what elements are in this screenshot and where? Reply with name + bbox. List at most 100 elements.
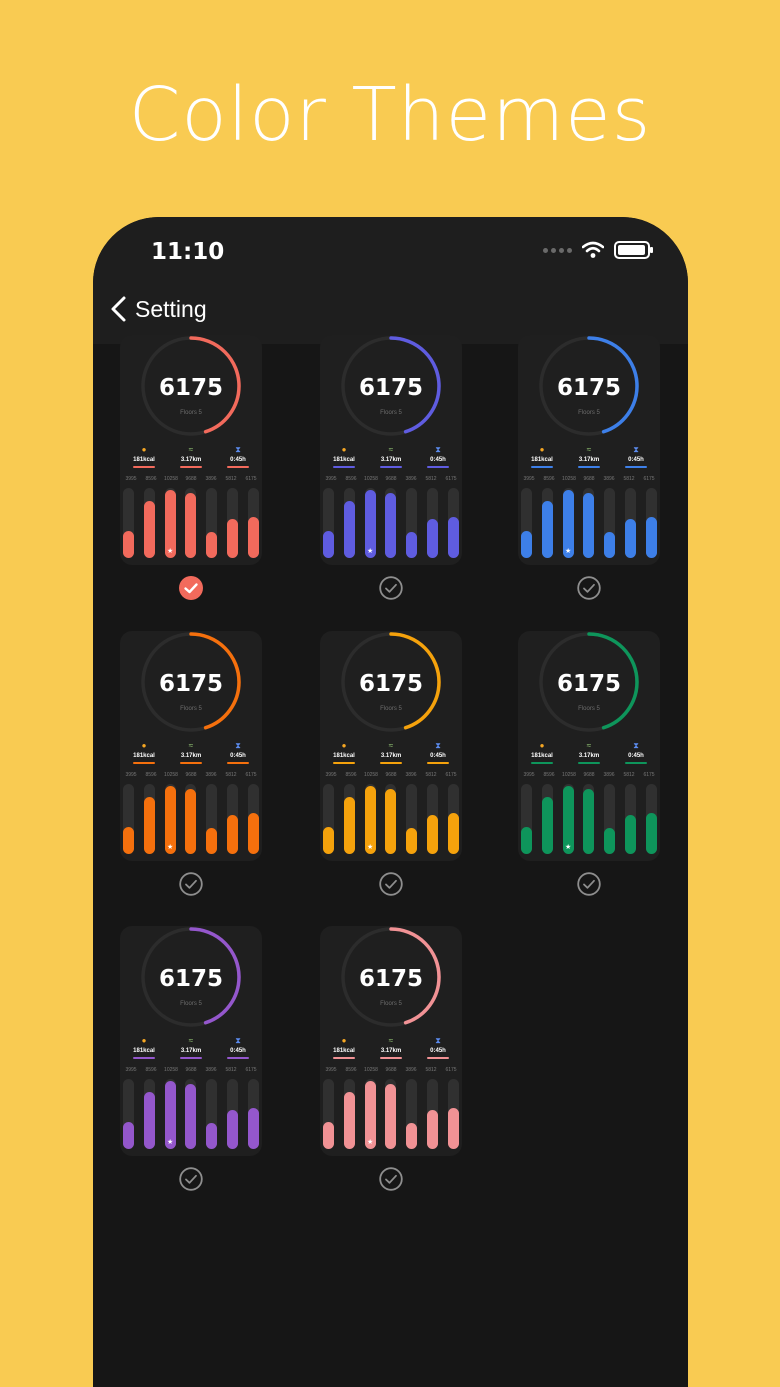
distance-value: 3.17km [380,457,402,463]
chart-tick-label: 9688 [185,476,197,482]
chart-tick-label: 10258 [164,1067,178,1073]
chart-tick-labels: 3995 8596 10258 9688 3896 5812 6175 [322,476,460,482]
duration-stat: ⧗ 0:45h [219,741,257,764]
theme-option-purple[interactable]: 6175 Floors 5 ● 181kcal ≈3.17km ⧗ 0:45h 3995 859… [120,926,262,1191]
chart-tick-label: 5812 [425,772,437,778]
progress-ring [341,336,441,436]
chart-bar [604,488,616,558]
chart-bar [385,488,397,558]
back-button[interactable]: Setting [109,295,207,323]
theme-option-pink[interactable]: 6175 Floors 5 ● 181kcal ≈3.17km ⧗ 0:45h 3995 859… [320,926,462,1191]
check-unselected-icon[interactable] [379,576,403,600]
chart-tick-label: 3896 [603,772,615,778]
nav-title: Setting [135,295,207,322]
chart-bar [227,1079,239,1149]
steps-value: 6175 [158,966,223,992]
calories-value: 181kcal [133,1048,155,1054]
theme-option-amber[interactable]: 6175 Floors 5 ● 181kcal ≈3.17km ⧗ 0:45h 3995 859… [320,631,462,896]
chart-bar-fill [247,1108,259,1149]
check-selected-icon[interactable] [179,576,203,600]
chart-tick-label: 5812 [225,1067,237,1073]
chart-bar [343,488,355,558]
chart-bar [247,488,259,558]
flame-icon: ● [341,741,347,750]
chart-tick-label: 3995 [125,476,137,482]
chart-bar [343,1079,355,1149]
chart-tick-label: 8596 [145,772,157,778]
floors-label: Floors 5 [380,706,402,712]
chart-bar [645,784,657,854]
floors-label: Floors 5 [180,410,202,416]
theme-option-green[interactable]: 6175 Floors 5 ● 181kcal ≈3.17km ⧗ 0:45h 3995 859… [518,631,660,896]
flame-icon: ● [341,1036,347,1045]
theme-option-indigo[interactable]: 6175 Floors 5 ● 181kcal ≈3.17km ⧗ 0:45h 3995 859… [320,335,462,600]
duration-stat: ⧗ 0:45h [617,741,655,764]
chart-tick-label: 10258 [164,476,178,482]
chart-bar [583,488,595,558]
chart-bar-fill [406,1123,418,1149]
floors-label: Floors 5 [578,706,600,712]
progress-ring [141,632,241,732]
chart-tick-label: 9688 [583,476,595,482]
check-unselected-icon[interactable] [179,872,203,896]
progress-ring [141,927,241,1027]
theme-option-coral[interactable]: 6175 Floors 5 ● 181kcal ≈3.17km ⧗ 0:45h 3995 859… [120,335,262,600]
chart-bar [406,488,418,558]
chart-bar-fill [385,789,397,854]
chart-bar [323,488,334,558]
chart-tick-label: 3896 [405,1067,417,1073]
weekly-bar-chart: ★ [521,488,657,558]
chart-bar [123,1079,134,1149]
chart-bar-fill [521,531,532,558]
chart-bar-fill [185,789,197,854]
chart-tick-label: 3896 [405,476,417,482]
chart-tick-label: 10258 [164,772,178,778]
chart-bar-fill [227,519,239,558]
theme-option-orange[interactable]: 6175 Floors 5 ● 181kcal ≈3.17km ⧗ 0:45h 3995 859… [120,631,262,896]
theme-option-blue[interactable]: 6175 Floors 5 ● 181kcal ≈3.17km ⧗ 0:45h 3995 859… [518,335,660,600]
chart-bar-fill [625,815,637,854]
floors-label: Floors 5 [578,410,600,416]
check-unselected-icon[interactable] [379,872,403,896]
chart-bar-fill [164,490,176,558]
calories-value: 181kcal [531,753,553,759]
distance-stat: ≈3.17km [172,1036,210,1059]
chart-tick-label: 6175 [643,772,655,778]
check-unselected-icon[interactable] [577,576,601,600]
flame-icon: ● [341,445,347,454]
best-day-star-icon: ★ [167,844,174,851]
duration-stat: ⧗ 0:45h [419,445,457,468]
check-unselected-icon[interactable] [179,1167,203,1191]
calories-stat: ● 181kcal [523,445,561,468]
steps-value: 6175 [358,375,423,401]
calories-stat: ● 181kcal [325,741,363,764]
calories-value: 181kcal [333,753,355,759]
chart-bar-fill [247,813,259,854]
chart-tick-label: 9688 [583,772,595,778]
check-unselected-icon[interactable] [577,872,601,896]
calories-value: 181kcal [531,457,553,463]
chart-bar [227,488,239,558]
chart-bar-fill [343,1092,355,1149]
stats-row: ● 181kcal ≈3.17km ⧗ 0:45h [523,741,655,764]
chart-bar-fill [185,493,197,558]
chart-tick-label: 8596 [345,772,357,778]
steps-value: 6175 [556,671,621,697]
chart-bar [447,488,459,558]
chart-bar-fill [206,1123,218,1149]
distance-stat: ≈3.17km [372,1036,410,1059]
stats-row: ● 181kcal ≈3.17km ⧗ 0:45h [125,445,257,468]
chart-bar: ★ [364,1079,376,1149]
chart-tick-labels: 3995 8596 10258 9688 3896 5812 6175 [322,772,460,778]
chart-tick-label: 3995 [125,1067,137,1073]
check-unselected-icon[interactable] [379,1167,403,1191]
chart-tick-label: 10258 [364,772,378,778]
chart-tick-label: 8596 [345,1067,357,1073]
chart-tick-label: 3896 [205,772,217,778]
chart-bar-fill [164,1081,176,1149]
theme-preview-card: 6175 Floors 5 ● 181kcal ≈3.17km ⧗ 0:45h 3995 859… [320,335,462,565]
chart-tick-label: 3995 [325,476,337,482]
chart-tick-labels: 3995 8596 10258 9688 3896 5812 6175 [122,1067,260,1073]
hourglass-icon: ⧗ [435,445,441,454]
best-day-star-icon: ★ [167,548,174,555]
